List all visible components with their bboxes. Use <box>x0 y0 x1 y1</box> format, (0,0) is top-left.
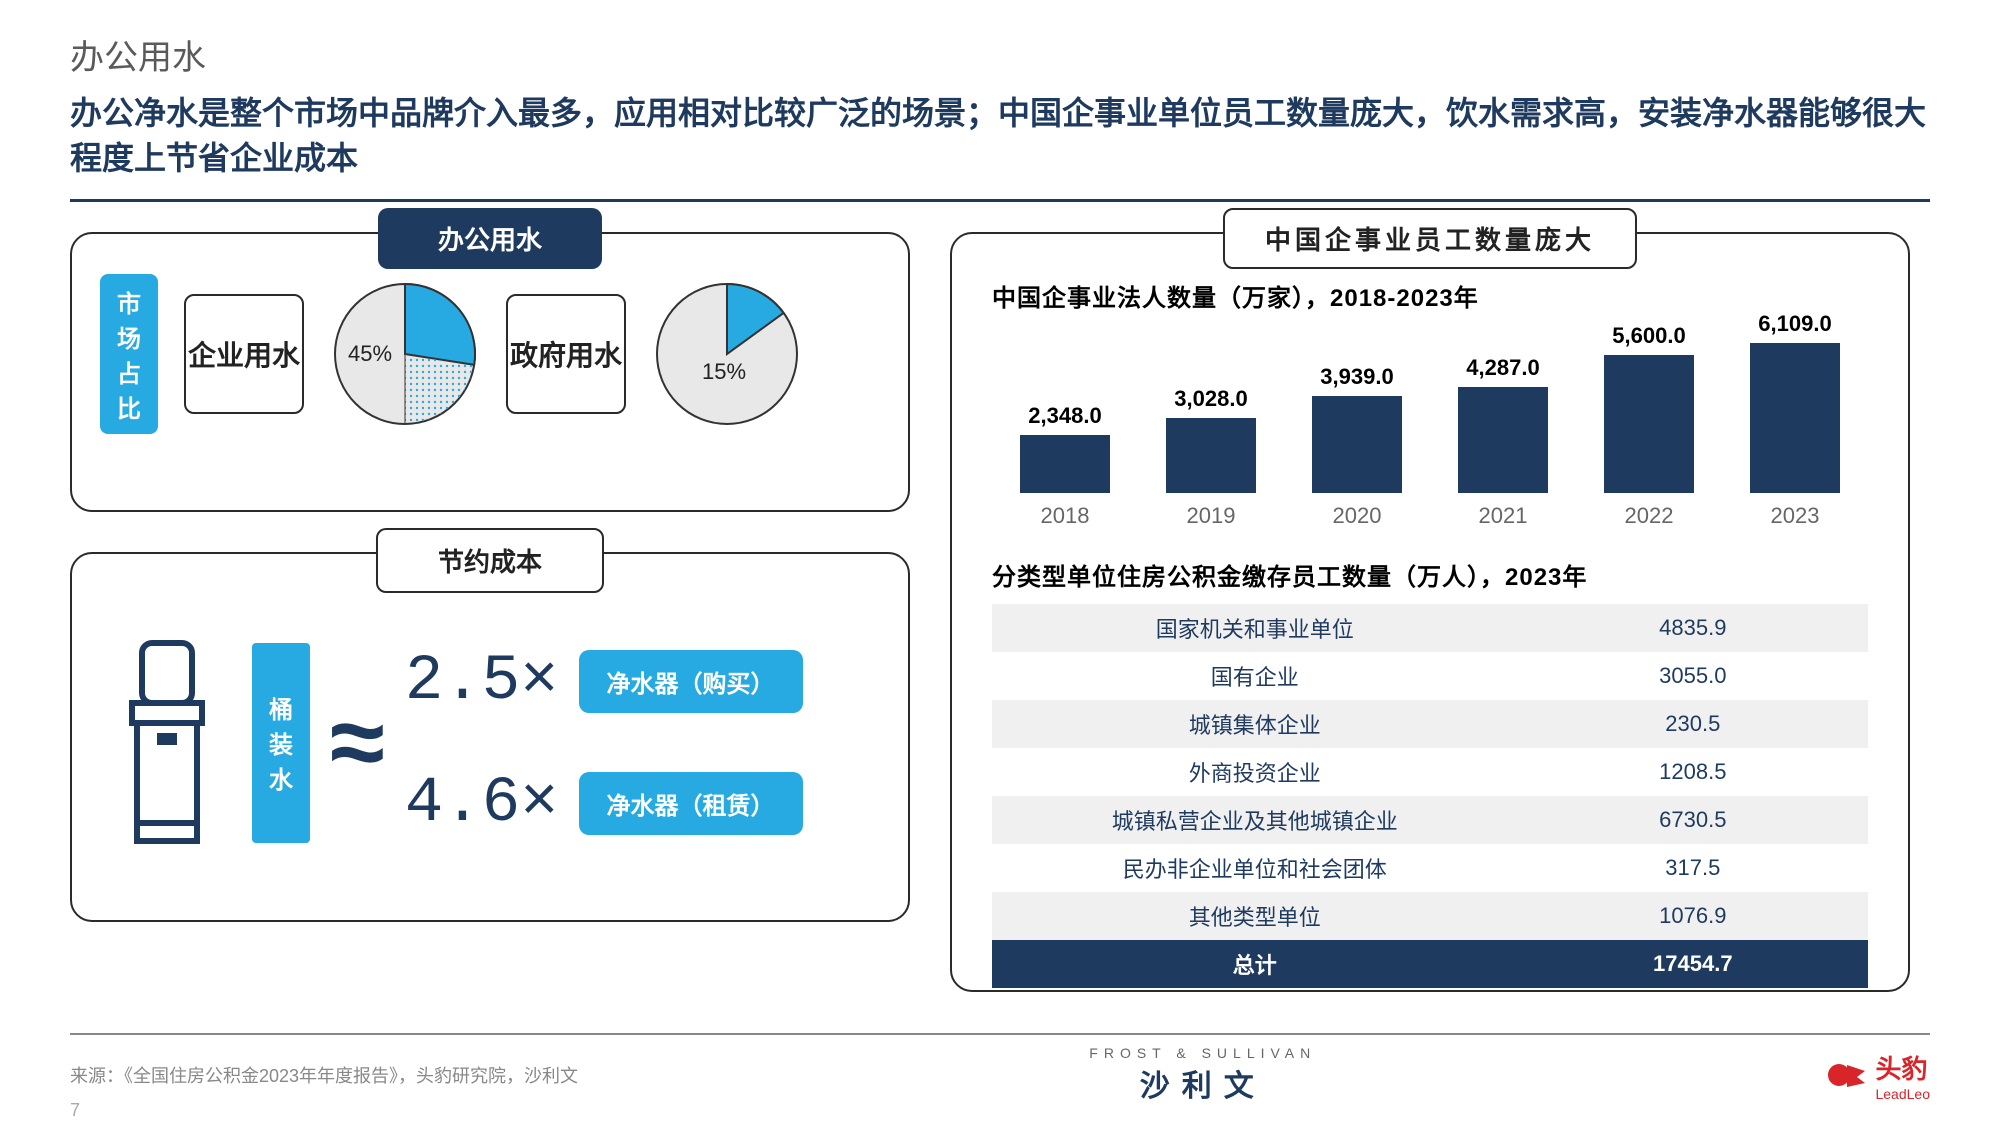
table-cell: 民办非企业单位和社会团体 <box>992 844 1518 892</box>
bar-chart: 2,348.0 2018 3,028.0 2019 3,939.0 2020 4,287.0… <box>992 319 1868 529</box>
table-row: 其他类型单位1076.9 <box>992 892 1868 940</box>
bar-value-5: 6,109.0 <box>1758 311 1831 337</box>
page-number: 7 <box>70 1100 80 1121</box>
table-cell: 城镇私营企业及其他城镇企业 <box>992 796 1518 844</box>
footer-rule <box>70 1033 1930 1035</box>
market-side-label: 市场占比 <box>100 274 158 434</box>
table-title: 分类型单位住房公积金缴存员工数量（万人），2023年 <box>992 557 1868 592</box>
market-card-badge: 办公用水 <box>378 208 602 269</box>
market-pie-1-pct: 15% <box>702 359 746 385</box>
bar-group-3: 4,287.0 2021 <box>1443 355 1563 528</box>
cost-mult-1: 4.6× <box>405 768 559 840</box>
table-cell: 国有企业 <box>992 652 1518 700</box>
market-item-0-text: 企业用水 <box>188 334 300 374</box>
table-cell: 4835.9 <box>1518 604 1868 652</box>
footer-right-brand: 头豹 <box>1875 1049 1930 1086</box>
bar-group-1: 3,028.0 2019 <box>1151 386 1271 528</box>
footer-brand-cn: 沙利文 <box>578 1061 1827 1105</box>
bar-xlabel-2: 2020 <box>1333 503 1382 529</box>
table-cell: 1076.9 <box>1518 892 1868 940</box>
bottle-label: 桶装水 <box>252 643 310 843</box>
page-subtitle: 办公净水是整个市场中品牌介入最多，应用相对比较广泛的场景；中国企事业单位员工数量… <box>70 91 1930 181</box>
footer-right-sub: LeadLeo <box>1875 1086 1930 1102</box>
cost-row-0: 2.5× 净水器（购买） <box>405 646 803 718</box>
bar-5 <box>1750 343 1840 493</box>
table-row: 城镇私营企业及其他城镇企业6730.5 <box>992 796 1868 844</box>
bar-group-5: 6,109.0 2023 <box>1735 311 1855 529</box>
cost-pill-1: 净水器（租赁） <box>579 772 803 835</box>
leopard-icon <box>1827 1057 1867 1093</box>
table-cell: 6730.5 <box>1518 796 1868 844</box>
table-cell: 国家机关和事业单位 <box>992 604 1518 652</box>
content-row: 办公用水 市场占比 企业用水 <box>70 232 1930 992</box>
bar-0 <box>1020 435 1110 493</box>
market-card: 办公用水 市场占比 企业用水 <box>70 232 910 512</box>
footer-source: 来源：《全国住房公积金2023年年度报告》，头豹研究院，沙利文 <box>70 1062 578 1088</box>
table-total-row: 总计17454.7 <box>992 940 1868 988</box>
market-item-0-label: 企业用水 <box>184 294 304 414</box>
table-row: 外商投资企业1208.5 <box>992 748 1868 796</box>
dispenser-icon <box>112 633 232 853</box>
bar-value-1: 3,028.0 <box>1174 386 1247 412</box>
footer-brand-en: FROST & SULLIVAN <box>578 1045 1827 1061</box>
employee-table: 国家机关和事业单位4835.9国有企业3055.0城镇集体企业230.5外商投资… <box>992 604 1868 988</box>
bar-1 <box>1166 418 1256 492</box>
bar-value-2: 3,939.0 <box>1320 364 1393 390</box>
table-cell: 3055.0 <box>1518 652 1868 700</box>
bar-xlabel-3: 2021 <box>1479 503 1528 529</box>
bar-group-0: 2,348.0 2018 <box>1005 403 1125 529</box>
approx-symbol: ≈ <box>330 685 385 800</box>
table-cell: 1208.5 <box>1518 748 1868 796</box>
footer-right-logo: 头豹 LeadLeo <box>1827 1049 1930 1102</box>
page-title: 办公用水 <box>70 30 1930 79</box>
cost-pill-0: 净水器（购买） <box>579 650 803 713</box>
cost-row-1: 4.6× 净水器（租赁） <box>405 768 803 840</box>
right-card-badge: 中国企事业员工数量庞大 <box>1223 208 1637 269</box>
table-cell: 总计 <box>992 940 1518 988</box>
table-row: 国家机关和事业单位4835.9 <box>992 604 1868 652</box>
right-card: 中国企事业员工数量庞大 中国企事业法人数量（万家），2018-2023年 2,3… <box>950 232 1910 992</box>
market-pie-0: 45% <box>330 279 480 429</box>
bar-group-4: 5,600.0 2022 <box>1589 323 1709 529</box>
table-cell: 230.5 <box>1518 700 1868 748</box>
table-row: 民办非企业单位和社会团体317.5 <box>992 844 1868 892</box>
bar-xlabel-1: 2019 <box>1187 503 1236 529</box>
bar-chart-title: 中国企事业法人数量（万家），2018-2023年 <box>992 278 1868 313</box>
market-item-1-label: 政府用水 <box>506 294 626 414</box>
market-item-1-text: 政府用水 <box>510 334 622 374</box>
bar-xlabel-4: 2022 <box>1625 503 1674 529</box>
header-rule <box>70 199 1930 202</box>
cost-card: 节约成本 桶装水 ≈ 2.5× <box>70 552 910 922</box>
table-cell: 城镇集体企业 <box>992 700 1518 748</box>
table-cell: 外商投资企业 <box>992 748 1518 796</box>
bar-value-4: 5,600.0 <box>1612 323 1685 349</box>
bar-2 <box>1312 396 1402 493</box>
market-pie-0-pct: 45% <box>348 341 392 367</box>
bar-xlabel-0: 2018 <box>1041 503 1090 529</box>
table-cell: 317.5 <box>1518 844 1868 892</box>
cost-mult-0: 2.5× <box>405 646 559 718</box>
table-row: 国有企业3055.0 <box>992 652 1868 700</box>
bar-group-2: 3,939.0 2020 <box>1297 364 1417 529</box>
table-cell: 其他类型单位 <box>992 892 1518 940</box>
table-cell: 17454.7 <box>1518 940 1868 988</box>
table-row: 城镇集体企业230.5 <box>992 700 1868 748</box>
footer: 来源：《全国住房公积金2023年年度报告》，头豹研究院，沙利文 FROST & … <box>70 1033 1930 1105</box>
bar-value-3: 4,287.0 <box>1466 355 1539 381</box>
market-pie-1: 15% <box>652 279 802 429</box>
bar-3 <box>1458 387 1548 492</box>
footer-center: FROST & SULLIVAN 沙利文 <box>578 1045 1827 1105</box>
bar-4 <box>1604 355 1694 493</box>
bar-value-0: 2,348.0 <box>1028 403 1101 429</box>
bar-xlabel-5: 2023 <box>1771 503 1820 529</box>
cost-card-badge: 节约成本 <box>376 528 604 593</box>
